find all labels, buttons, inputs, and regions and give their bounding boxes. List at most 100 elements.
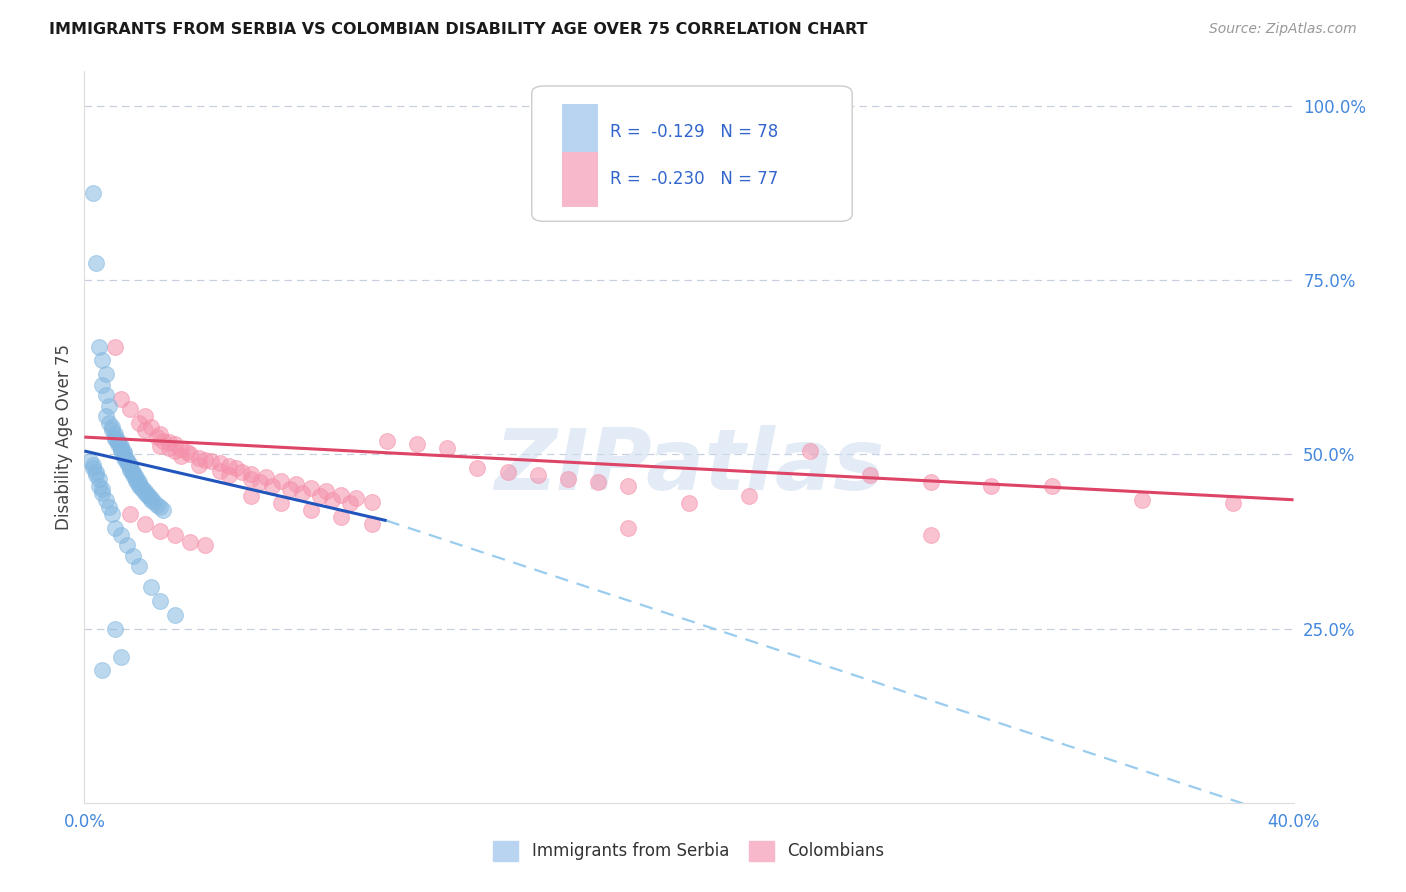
Point	[112, 449, 135, 463]
Point	[149, 439, 172, 453]
FancyBboxPatch shape	[562, 152, 599, 207]
Point	[136, 488, 159, 502]
Point	[270, 496, 292, 510]
Point	[118, 507, 141, 521]
Point	[1040, 479, 1063, 493]
Point	[218, 459, 240, 474]
Point	[139, 491, 162, 506]
Point	[125, 470, 148, 484]
Point	[89, 339, 111, 353]
Point	[118, 461, 141, 475]
Point	[339, 496, 361, 510]
Point	[104, 521, 127, 535]
Point	[1130, 492, 1153, 507]
Point	[149, 426, 172, 441]
FancyBboxPatch shape	[562, 104, 599, 159]
Point	[557, 472, 579, 486]
Point	[406, 437, 429, 451]
Point	[100, 507, 122, 521]
Point	[360, 495, 382, 509]
Point	[82, 461, 104, 475]
Point	[134, 483, 156, 498]
Point	[157, 441, 180, 455]
Point	[107, 434, 129, 449]
Point	[165, 444, 187, 458]
Point	[112, 450, 135, 465]
Point	[218, 468, 240, 483]
Point	[188, 458, 211, 472]
Point	[86, 468, 108, 483]
Point	[249, 475, 271, 490]
Point	[134, 423, 156, 437]
Point	[467, 461, 489, 475]
Point	[209, 463, 232, 477]
Point	[260, 479, 283, 493]
FancyBboxPatch shape	[531, 86, 852, 221]
Point	[588, 475, 610, 490]
Point	[496, 465, 519, 479]
Point	[239, 467, 262, 481]
Point	[89, 472, 111, 486]
Point	[136, 489, 159, 503]
Point	[146, 430, 169, 444]
Point	[315, 483, 337, 498]
Point	[134, 409, 156, 424]
Point	[128, 416, 150, 430]
Point	[125, 472, 148, 486]
Point	[121, 468, 143, 483]
Y-axis label: Disability Age Over 75: Disability Age Over 75	[55, 344, 73, 530]
Point	[128, 479, 150, 493]
Point	[209, 456, 232, 470]
Point	[188, 450, 211, 465]
Point	[104, 622, 127, 636]
Point	[617, 479, 640, 493]
Point	[118, 458, 141, 472]
Point	[121, 467, 143, 481]
Point	[980, 479, 1002, 493]
Point	[131, 483, 153, 497]
Point	[299, 481, 322, 495]
Point	[346, 491, 368, 505]
Point	[149, 500, 172, 514]
Point	[86, 256, 108, 270]
Point	[131, 481, 153, 495]
Point	[91, 664, 114, 678]
Point	[920, 527, 942, 541]
Point	[91, 485, 114, 500]
Point	[139, 492, 162, 507]
Point	[110, 441, 132, 455]
Point	[1222, 496, 1244, 510]
Point	[118, 463, 141, 477]
Point	[97, 416, 120, 430]
Point	[170, 442, 193, 456]
Point	[82, 458, 104, 472]
Point	[152, 503, 174, 517]
Point	[436, 441, 458, 455]
Point	[121, 465, 143, 479]
Point	[231, 465, 253, 479]
Point	[157, 434, 180, 449]
Point	[920, 475, 942, 490]
Point	[118, 459, 141, 474]
Point	[176, 445, 198, 459]
Text: ZIPatlas: ZIPatlas	[494, 425, 884, 508]
Point	[128, 558, 150, 573]
Point	[165, 437, 187, 451]
Point	[309, 489, 332, 503]
Point	[330, 488, 353, 502]
Point	[165, 527, 187, 541]
Point	[91, 483, 114, 497]
Point	[110, 527, 132, 541]
Point	[170, 449, 193, 463]
Point	[859, 468, 882, 483]
Point	[179, 448, 201, 462]
Point	[104, 430, 127, 444]
Point	[79, 454, 101, 468]
Point	[97, 399, 120, 413]
Point	[149, 524, 172, 538]
Point	[115, 538, 138, 552]
Point	[104, 426, 127, 441]
Point	[104, 432, 127, 446]
Point	[527, 468, 550, 483]
Point	[142, 495, 165, 509]
